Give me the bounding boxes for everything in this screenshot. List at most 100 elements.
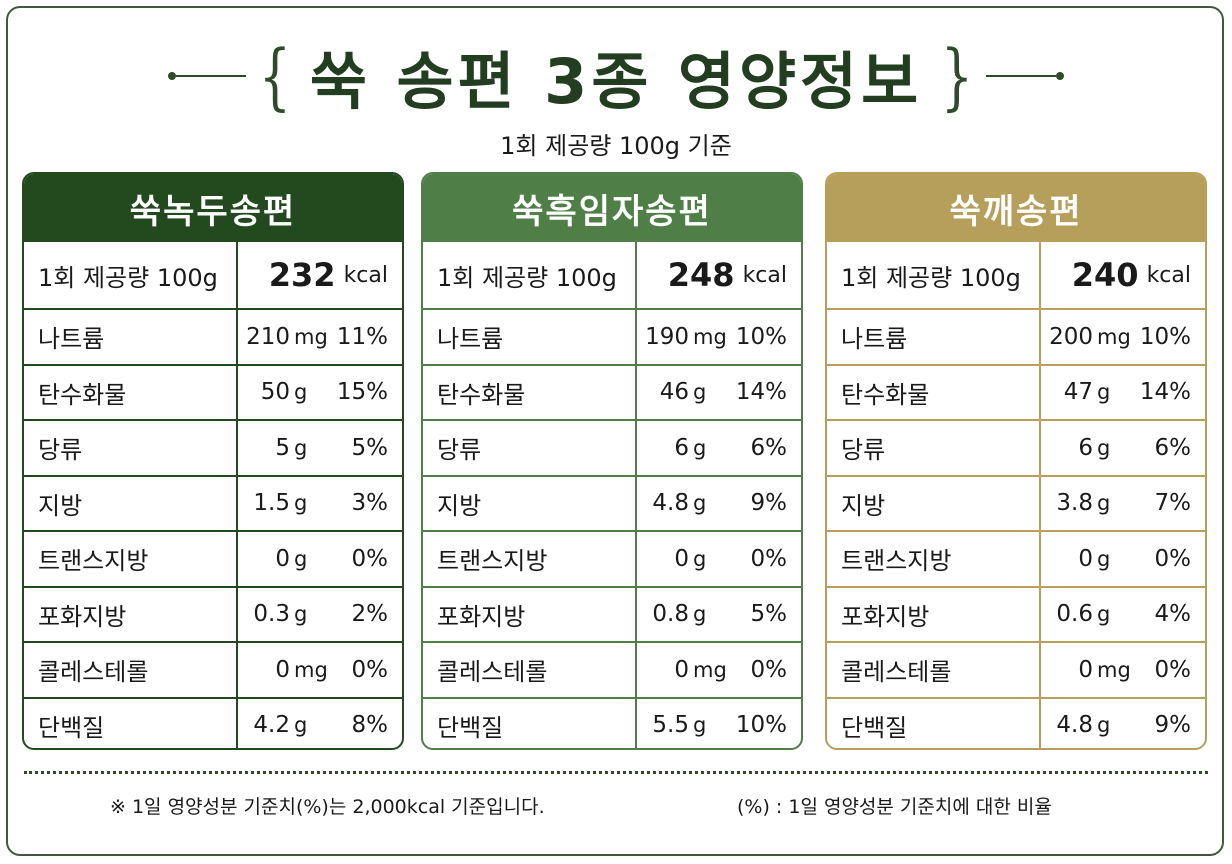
nutrient-name: 지방 bbox=[24, 476, 238, 530]
serving-label: 1회 제공량 100g bbox=[827, 242, 1041, 308]
nutrient-unit: g bbox=[294, 491, 308, 516]
nutrient-percent: 3% bbox=[351, 490, 389, 517]
nutrient-row: 트랜스지방 0 g 0% bbox=[423, 530, 801, 586]
title-banner: { 쑥 송편 3종 영양정보 } bbox=[0, 30, 1232, 122]
nutrient-percent: 9% bbox=[750, 490, 788, 517]
serving-row: 1회 제공량 100g 240 kcal bbox=[827, 242, 1205, 308]
nutrient-percent: 2% bbox=[351, 601, 389, 628]
nutrient-percent: 5% bbox=[351, 434, 389, 461]
nutrient-unit: g bbox=[294, 713, 308, 738]
nutrient-amount: 47 bbox=[1063, 379, 1093, 406]
nutrient-amount: 4.2 bbox=[253, 712, 290, 739]
nutrient-percent: 0% bbox=[351, 545, 389, 572]
nutrient-unit: mg bbox=[693, 657, 727, 682]
nutrient-unit: g bbox=[693, 380, 707, 405]
nutrient-amount: 0 bbox=[1078, 545, 1093, 572]
nutrient-amount: 6 bbox=[674, 434, 689, 461]
nutrient-unit: g bbox=[294, 380, 308, 405]
nutrient-name: 당류 bbox=[827, 421, 1041, 475]
nutrient-unit: g bbox=[1097, 602, 1111, 627]
nutrient-name: 콜레스테롤 bbox=[827, 643, 1041, 697]
nutrient-amount: 5 bbox=[275, 434, 290, 461]
calories-unit: kcal bbox=[742, 262, 787, 288]
nutrient-name: 탄수화물 bbox=[24, 365, 238, 419]
nutrient-percent: 10% bbox=[735, 712, 787, 739]
nutrient-name: 나트륨 bbox=[423, 310, 637, 364]
nutrient-amount: 6 bbox=[1078, 434, 1093, 461]
nutrient-row: 당류 5 g 5% bbox=[24, 419, 402, 475]
nutrient-unit: g bbox=[693, 602, 707, 627]
nutrient-unit: mg bbox=[1097, 657, 1131, 682]
nutrient-name: 나트륨 bbox=[24, 310, 238, 364]
nutrient-row: 포화지방 0.3 g 2% bbox=[24, 585, 402, 641]
nutrient-percent: 6% bbox=[1154, 434, 1192, 461]
nutrition-card-heugimja: 쑥흑임자송편 1회 제공량 100g 248 kcal 나트륨 190 mg 10% … bbox=[421, 172, 803, 750]
nutrient-name: 지방 bbox=[423, 476, 637, 530]
page-subtitle: 1회 제공량 100g 기준 bbox=[500, 132, 732, 160]
nutrient-unit: g bbox=[693, 435, 707, 460]
nutrient-percent: 0% bbox=[750, 656, 788, 683]
nutrient-amount: 3.8 bbox=[1056, 490, 1093, 517]
nutrient-unit: mg bbox=[294, 657, 328, 682]
nutrient-row: 당류 6 g 6% bbox=[423, 419, 801, 475]
nutrient-unit: mg bbox=[693, 324, 727, 349]
card-title: 쑥흑임자송편 bbox=[423, 174, 801, 242]
nutrient-unit: g bbox=[1097, 380, 1111, 405]
nutrient-name: 나트륨 bbox=[827, 310, 1041, 364]
nutrient-row: 탄수화물 50 g 15% bbox=[24, 363, 402, 419]
nutrient-amount: 0 bbox=[275, 545, 290, 572]
nutrient-row: 콜레스테롤 0 mg 0% bbox=[24, 641, 402, 697]
serving-label: 1회 제공량 100g bbox=[423, 242, 637, 308]
nutrient-unit: g bbox=[294, 602, 308, 627]
calories-unit: kcal bbox=[343, 262, 388, 288]
nutrient-name: 탄수화물 bbox=[423, 365, 637, 419]
nutrient-unit: g bbox=[1097, 713, 1111, 738]
nutrient-unit: g bbox=[1097, 491, 1111, 516]
nutrient-amount: 0.3 bbox=[253, 601, 290, 628]
serving-row: 1회 제공량 100g 232 kcal bbox=[24, 242, 402, 308]
nutrient-row: 트랜스지방 0 g 0% bbox=[24, 530, 402, 586]
nutrient-row: 단백질 4.8 g 9% bbox=[827, 696, 1205, 748]
dotted-divider bbox=[24, 771, 1208, 774]
nutrient-amount: 0 bbox=[674, 656, 689, 683]
nutrient-amount: 1.5 bbox=[253, 490, 290, 517]
nutrient-row: 나트륨 210 mg 11% bbox=[24, 308, 402, 364]
nutrient-name: 단백질 bbox=[24, 698, 238, 748]
nutrient-row: 포화지방 0.6 g 4% bbox=[827, 585, 1205, 641]
nutrient-amount: 0 bbox=[674, 545, 689, 572]
calories-value: 232 bbox=[268, 256, 336, 294]
nutrient-percent: 14% bbox=[735, 379, 787, 406]
nutrient-amount: 210 bbox=[246, 323, 290, 350]
nutrient-unit: g bbox=[693, 491, 707, 516]
nutrient-unit: g bbox=[1097, 435, 1111, 460]
nutrient-row: 콜레스테롤 0 mg 0% bbox=[827, 641, 1205, 697]
ornament-line-right bbox=[985, 75, 1056, 77]
nutrition-card-nokdu: 쑥녹두송편 1회 제공량 100g 232 kcal 나트륨 210 mg 11% 탄… bbox=[22, 172, 404, 750]
nutrient-percent: 5% bbox=[750, 601, 788, 628]
nutrient-name: 지방 bbox=[827, 476, 1041, 530]
nutrient-percent: 4% bbox=[1154, 601, 1192, 628]
nutrient-row: 지방 3.8 g 7% bbox=[827, 474, 1205, 530]
nutrient-name: 콜레스테롤 bbox=[423, 643, 637, 697]
right-brace-ornament: } bbox=[940, 34, 974, 118]
nutrient-amount: 190 bbox=[645, 323, 689, 350]
nutrient-amount: 4.8 bbox=[1056, 712, 1093, 739]
nutrient-amount: 4.8 bbox=[652, 490, 689, 517]
nutrient-row: 나트륨 190 mg 10% bbox=[423, 308, 801, 364]
nutrient-unit: g bbox=[1097, 546, 1111, 571]
nutrient-name: 당류 bbox=[24, 421, 238, 475]
nutrient-percent: 0% bbox=[351, 656, 389, 683]
nutrient-percent: 0% bbox=[750, 545, 788, 572]
nutrient-amount: 5.5 bbox=[652, 712, 689, 739]
nutrient-row: 단백질 4.2 g 8% bbox=[24, 696, 402, 748]
ornament-line-left bbox=[176, 75, 247, 77]
nutrient-unit: g bbox=[693, 713, 707, 738]
nutrient-row: 지방 4.8 g 9% bbox=[423, 474, 801, 530]
nutrient-row: 포화지방 0.8 g 5% bbox=[423, 585, 801, 641]
nutrient-row: 당류 6 g 6% bbox=[827, 419, 1205, 475]
nutrient-row: 트랜스지방 0 g 0% bbox=[827, 530, 1205, 586]
nutrient-name: 포화지방 bbox=[827, 587, 1041, 641]
nutrient-percent: 0% bbox=[1154, 656, 1192, 683]
nutrient-amount: 200 bbox=[1049, 323, 1093, 350]
nutrient-name: 단백질 bbox=[827, 698, 1041, 748]
